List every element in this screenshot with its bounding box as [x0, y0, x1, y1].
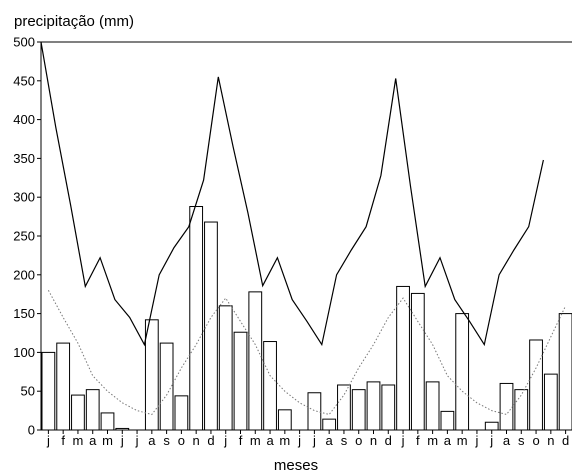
x-tick-label-2: m: [73, 433, 84, 448]
bar-13: [233, 331, 248, 431]
bar-34: [543, 373, 558, 431]
x-tick-label-26: m: [427, 433, 438, 448]
bar-18: [307, 392, 322, 431]
x-tick-label-5: j: [120, 433, 124, 448]
y-tick-label-500: 500: [13, 35, 35, 50]
plot-frame: [40, 41, 572, 431]
bar-4: [100, 412, 115, 431]
y-tick-label-100: 100: [13, 345, 35, 360]
y-tick-label-400: 400: [13, 112, 35, 127]
y-tick-label-50: 50: [21, 384, 35, 399]
bar-24: [396, 285, 410, 431]
x-tick-label-16: m: [279, 433, 290, 448]
x-tick-label-9: o: [178, 433, 185, 448]
x-tick-label-14: m: [250, 433, 261, 448]
y-tick-label-350: 350: [13, 151, 35, 166]
bar-5: [115, 427, 130, 431]
dotted-line-series: [47, 290, 567, 416]
x-tick-label-31: a: [503, 433, 511, 448]
x-tick-label-32: s: [518, 433, 525, 448]
x-tick-label-11: d: [207, 433, 214, 448]
bar-11: [204, 221, 218, 431]
x-tick-label-20: s: [341, 433, 348, 448]
y-axis-title: precipitação (mm): [14, 13, 134, 30]
bar-10: [189, 206, 204, 431]
x-tick-label-35: d: [562, 433, 569, 448]
bar-1: [56, 342, 71, 431]
x-tick-label-12: j: [223, 433, 227, 448]
bar-3: [85, 389, 100, 431]
x-tick-label-27: a: [444, 433, 452, 448]
x-tick-label-22: n: [370, 433, 377, 448]
bar-12: [218, 305, 233, 431]
y-tick-label-150: 150: [13, 306, 35, 321]
x-tick-label-13: f: [239, 433, 243, 448]
y-tick-label-250: 250: [13, 229, 35, 244]
bar-35: [558, 313, 572, 431]
x-axis-title: meses: [274, 457, 318, 474]
bar-33: [529, 339, 543, 431]
bar-0: [41, 351, 56, 431]
x-tick-label-6: j: [135, 433, 139, 448]
y-tick-label-200: 200: [13, 267, 35, 282]
bar-16: [277, 409, 292, 431]
y-tick-label-0: 0: [28, 423, 35, 438]
bar-7: [144, 319, 159, 431]
bar-25: [410, 292, 425, 431]
x-tick-label-33: o: [532, 433, 539, 448]
x-tick-label-30: j: [489, 433, 493, 448]
bar-28: [455, 313, 470, 431]
bar-9: [174, 395, 189, 431]
x-tick-label-21: o: [355, 433, 362, 448]
solid-line-series: [40, 41, 544, 347]
x-tick-label-0: j: [46, 433, 50, 448]
x-tick-label-24: j: [401, 433, 405, 448]
x-tick-label-28: m: [457, 433, 468, 448]
bar-26: [425, 381, 440, 431]
bar-21: [351, 389, 366, 431]
x-tick-label-29: j: [474, 433, 478, 448]
bar-2: [71, 394, 85, 431]
bar-15: [263, 341, 277, 431]
x-tick-label-25: f: [416, 433, 420, 448]
bar-20: [337, 384, 351, 431]
bar-series: [41, 206, 572, 431]
bar-27: [440, 410, 455, 431]
bar-30: [484, 421, 499, 431]
y-axis: 0 50 100 150 200 250 300 350 400 450 500: [13, 35, 41, 438]
y-tick-label-450: 450: [13, 73, 35, 88]
x-tick-label-19: a: [326, 433, 334, 448]
x-tick-label-10: n: [193, 433, 200, 448]
bar-23: [381, 384, 396, 431]
x-tick-label-7: a: [148, 433, 156, 448]
bar-31: [499, 382, 514, 431]
x-tick-label-15: a: [266, 433, 274, 448]
x-tick-label-34: n: [547, 433, 554, 448]
bar-22: [366, 381, 381, 431]
x-tick-label-3: a: [89, 433, 97, 448]
line-series: [40, 41, 567, 416]
x-tick-label-4: m: [102, 433, 113, 448]
bar-14: [248, 291, 263, 431]
x-tick-label-17: j: [297, 433, 301, 448]
x-tick-label-23: d: [385, 433, 392, 448]
bar-8: [159, 342, 174, 431]
y-tick-label-300: 300: [13, 190, 35, 205]
x-tick-label-18: j: [312, 433, 316, 448]
x-tick-label-1: f: [61, 433, 65, 448]
x-tick-label-8: s: [163, 433, 170, 448]
bar-19: [322, 418, 337, 431]
